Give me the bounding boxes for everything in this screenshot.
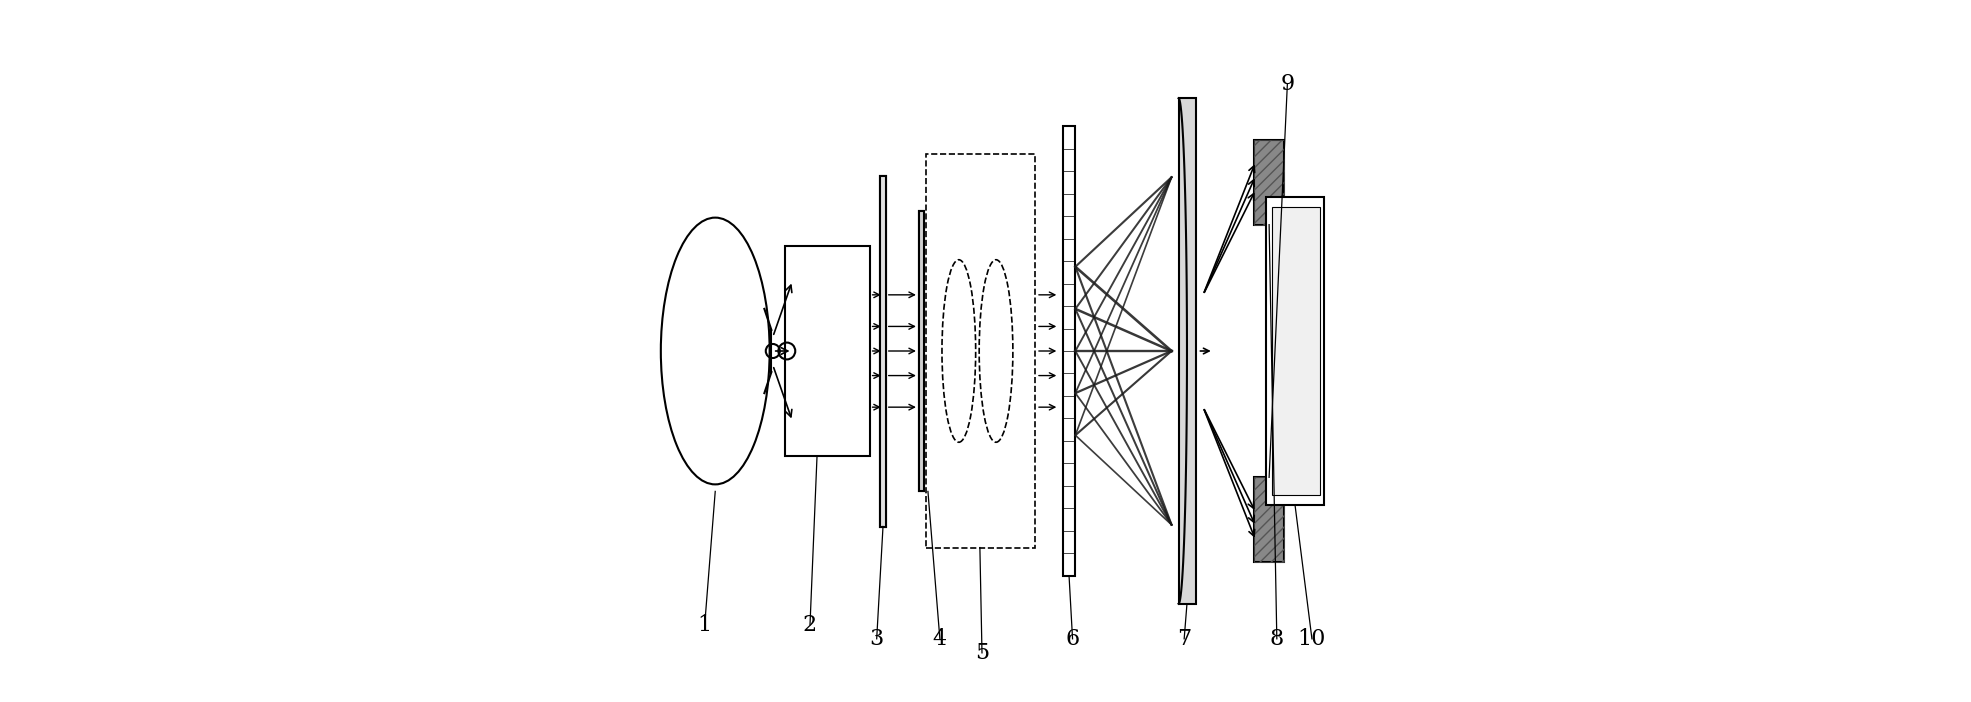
- Bar: [784, 246, 869, 456]
- Text: 3: 3: [869, 628, 883, 650]
- Text: 9: 9: [1281, 73, 1295, 95]
- Bar: [918, 211, 924, 491]
- Bar: [1062, 126, 1076, 576]
- Text: 4: 4: [932, 628, 946, 650]
- Text: 10: 10: [1297, 628, 1326, 650]
- Text: 7: 7: [1177, 628, 1190, 650]
- Text: 2: 2: [802, 614, 818, 636]
- Bar: [881, 176, 885, 526]
- Bar: [1254, 477, 1283, 562]
- Text: 6: 6: [1066, 628, 1080, 650]
- Bar: [1254, 140, 1283, 225]
- Bar: [1179, 98, 1196, 604]
- Bar: [1254, 477, 1283, 562]
- Bar: [1271, 207, 1321, 495]
- Text: 5: 5: [976, 642, 989, 664]
- Bar: [918, 211, 924, 491]
- Text: 8: 8: [1269, 628, 1283, 650]
- Bar: [1254, 140, 1283, 225]
- Text: 1: 1: [698, 614, 712, 636]
- Bar: [881, 176, 885, 526]
- Bar: [926, 154, 1035, 548]
- FancyBboxPatch shape: [1265, 197, 1325, 505]
